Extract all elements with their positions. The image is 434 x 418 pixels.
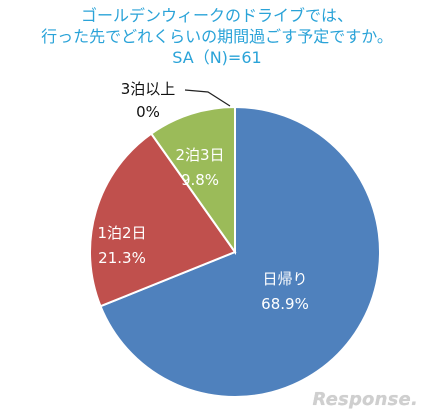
pie-slice-2 bbox=[149, 105, 236, 256]
chart-title-line-1: ゴールデンウィークのドライブでは、 bbox=[80, 6, 353, 25]
pie-slice-0 bbox=[99, 105, 381, 398]
pie-label-2: 2泊3日 bbox=[175, 146, 224, 164]
pie-value-label-0: 68.9% bbox=[261, 295, 309, 313]
pie-label-1: 1泊2日 bbox=[97, 224, 146, 242]
pie-value-label-3plus-nights: 0% bbox=[136, 103, 160, 121]
pie-label-3plus-nights: 3泊以上 bbox=[121, 80, 176, 98]
response-watermark-logo: Response. bbox=[312, 389, 418, 410]
pie-leader-line-3plus-nights bbox=[184, 89, 231, 107]
pie-value-label-2: 9.8% bbox=[181, 171, 219, 189]
pie-value-label-1: 21.3% bbox=[98, 249, 146, 267]
chart-title-line-2: 行った先でどれくらいの期間過ごす予定ですか。 bbox=[41, 27, 393, 46]
chart-subtitle: SA（N)=61 bbox=[172, 48, 262, 67]
pie-label-0: 日帰り bbox=[262, 270, 307, 288]
pie-slice-1 bbox=[89, 132, 237, 308]
